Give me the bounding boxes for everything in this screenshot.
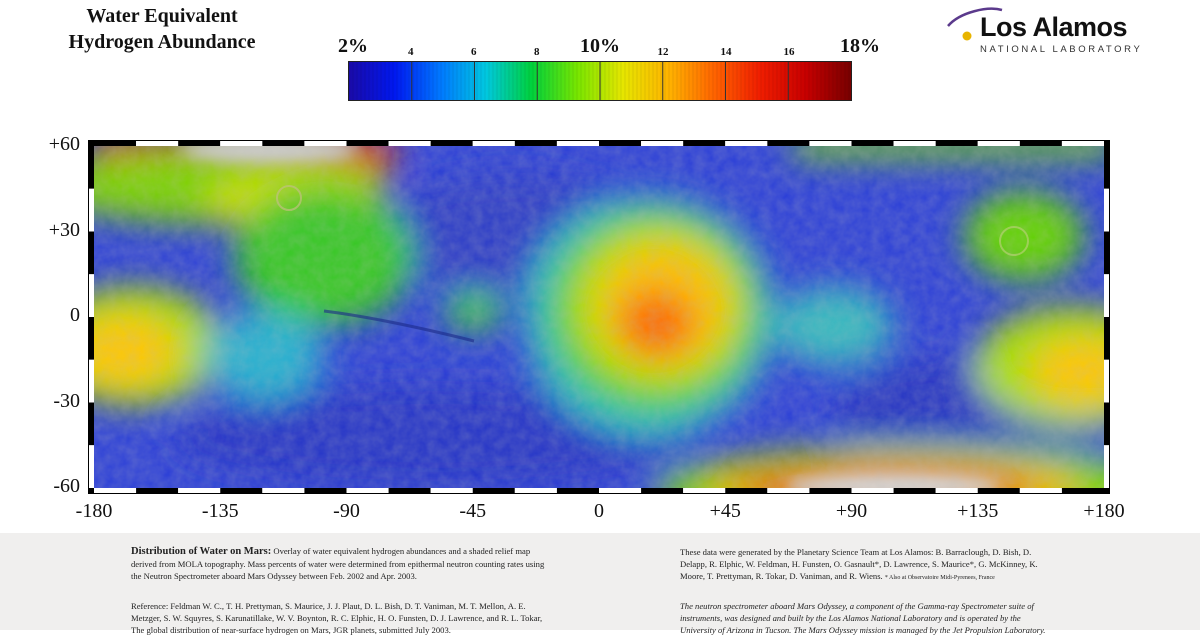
- x-tick-label: 0: [594, 500, 604, 522]
- abundance-layer: [94, 146, 1104, 488]
- x-tick-label: +45: [709, 500, 741, 522]
- colorbar-gradient: [348, 62, 851, 100]
- y-tick-label: +30: [48, 218, 80, 241]
- colorbar: [348, 61, 852, 101]
- colorbar-label: 16: [783, 46, 795, 58]
- colorbar-label: 10%: [580, 35, 620, 57]
- caption-heading: Distribution of Water on Mars:: [131, 546, 272, 557]
- map-title-line-1: Water Equivalent: [86, 5, 238, 27]
- colorbar-label: 6: [471, 46, 477, 58]
- x-tick-label: +90: [835, 500, 868, 522]
- y-tick-label: -30: [53, 389, 80, 412]
- caption-left: Distribution of Water on Mars: Overlay o…: [131, 545, 551, 582]
- x-tick-label: +180: [1083, 500, 1125, 522]
- team-credits: These data were generated by the Planeta…: [680, 547, 1038, 581]
- colorbar-label: 14: [720, 46, 732, 58]
- orbit-icon: [947, 7, 1003, 41]
- x-tick-label: -45: [459, 500, 487, 522]
- y-tick-label: 0: [70, 304, 80, 326]
- logo-subtitle: NATIONAL LABORATORY: [980, 44, 1143, 55]
- x-tick-label: +135: [957, 500, 999, 522]
- los-alamos-logo: Los Alamos NATIONAL LABORATORY: [944, 4, 1144, 56]
- y-tick-label: +60: [48, 133, 80, 155]
- colorbar-label: 4: [408, 46, 414, 58]
- caption-panel: [0, 533, 1200, 630]
- colorbar-label: 8: [534, 46, 540, 58]
- map-title-line-2: Hydrogen Abundance: [68, 31, 256, 53]
- colorbar-label: 2%: [338, 35, 368, 57]
- caption-right-team: These data were generated by the Planeta…: [680, 546, 1050, 584]
- colorbar-label: 18%: [840, 35, 880, 57]
- x-tick-label: -135: [201, 500, 239, 522]
- colorbar-labels: 2% 4 6 8 10% 12 14 16 18%: [338, 32, 880, 60]
- logo-name: Los Alamos: [980, 12, 1128, 42]
- mars-water-map: [88, 140, 1110, 494]
- colorbar-label: 12: [657, 46, 669, 58]
- caption-instrument: The neutron spectrometer aboard Mars Ody…: [680, 601, 1046, 635]
- x-tick-label: -90: [333, 500, 360, 522]
- team-footnote: * Also at Observatoire Midi-Pyrenees, Fr…: [884, 575, 995, 581]
- hydrogen-abundance-overlay: [94, 146, 1104, 488]
- map-frame: [88, 140, 1110, 494]
- y-tick-label: -60: [53, 475, 80, 497]
- x-tick-label: -180: [75, 500, 113, 522]
- caption-reference: Reference: Feldman W. C., T. H. Prettyma…: [131, 601, 543, 635]
- caption-body: Overlay of water equivalent hydrogen abu…: [131, 546, 545, 581]
